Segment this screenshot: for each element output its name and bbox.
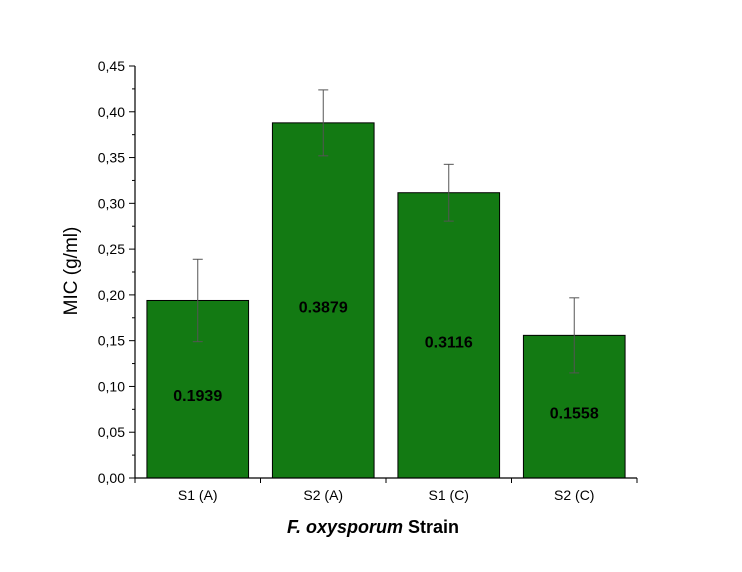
error-bar-2 (318, 89, 329, 157)
error-bars-layer (192, 89, 580, 374)
y-tick-label: 0,05 (98, 424, 125, 440)
x-tick-label: S1 (C) (429, 487, 469, 503)
data-labels-layer: 0.1939 0.3879 0.3116 0.1558 (173, 299, 599, 422)
y-tick-label: 0,15 (98, 333, 125, 349)
x-tick-label: S1 (A) (178, 487, 218, 503)
bar-2 (271, 122, 375, 479)
axes-layer: 0,00 0,05 0,10 0,15 0,20 0,25 0,30 0,35 0,40 0,45… (98, 58, 638, 503)
y-tick-label: 0,35 (98, 150, 125, 166)
data-label-2: 0.3879 (299, 299, 348, 316)
error-bar-4 (569, 297, 580, 374)
x-tick-label: S2 (C) (554, 487, 594, 503)
bars-layer (146, 122, 626, 479)
x-tick-label: S2 (A) (303, 487, 343, 503)
y-axis-title: MIC (g/ml) (61, 227, 82, 316)
y-tick-label: 0,20 (98, 287, 125, 303)
x-axis-title: F. oxysporum Strain (287, 517, 459, 537)
data-label-1: 0.1939 (173, 388, 222, 405)
x-axis-title-suffix: Strain (403, 517, 459, 537)
y-tick-label: 0,40 (98, 104, 125, 120)
y-tick-label: 0,45 (98, 58, 125, 74)
x-axis-title-species: F. oxysporum (287, 517, 403, 537)
error-bar-1 (192, 258, 203, 343)
y-tick-label: 0,25 (98, 241, 125, 257)
y-tick-label: 0,30 (98, 195, 125, 211)
error-bar-3 (443, 163, 454, 222)
data-label-4: 0.1558 (550, 406, 599, 423)
y-tick-label: 0,00 (98, 470, 125, 486)
data-label-3: 0.3116 (425, 334, 473, 351)
y-tick-label: 0,10 (98, 378, 125, 394)
